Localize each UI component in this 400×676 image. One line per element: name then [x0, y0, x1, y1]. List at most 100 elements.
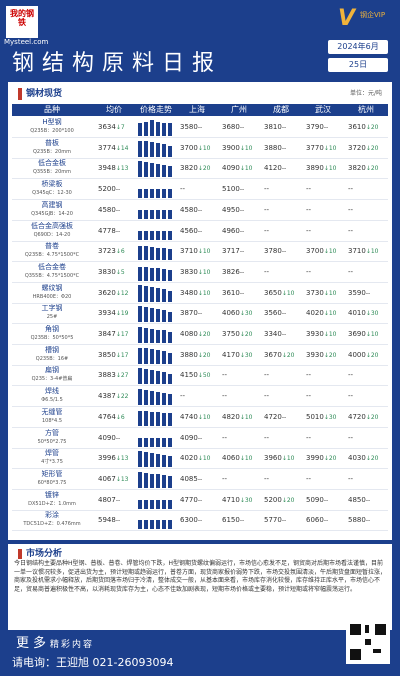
sparkline-bar — [162, 122, 166, 136]
city-price-value: 4850 — [348, 495, 366, 504]
sparkline-bar — [150, 370, 154, 385]
avg-price-change: -- — [115, 434, 121, 442]
sparkline-bar — [168, 290, 172, 302]
table-row: 槽钢 Q235B：16# 3850↓17 3880↓20 4170↓30 3670↓20 3… — [12, 345, 388, 366]
city-price-change: ↓10 — [239, 455, 253, 463]
qr-code-icon[interactable] — [346, 620, 390, 664]
avg-price-value: 3847 — [98, 330, 116, 338]
avg-price-value: 3883 — [98, 371, 116, 380]
city-price-cd: 3880-- — [264, 143, 286, 154]
logo-text: 我的钢铁 — [10, 9, 34, 27]
city-price-change: -- — [239, 124, 245, 131]
avg-price-value: 3996 — [98, 454, 116, 463]
avg-price-change: -- — [115, 227, 121, 235]
avg-price-change: -- — [115, 206, 121, 214]
avg-price-value: 3723 — [98, 247, 116, 256]
city-price-hz: 3820↓20 — [348, 163, 379, 174]
city-price-change: ↓20 — [197, 165, 211, 173]
avg-price: 3948↓13 — [98, 163, 129, 174]
contact-info: 请电询：王迎旭 021-26093094 — [12, 656, 174, 669]
col-header-wuhan: 武汉 — [315, 105, 331, 114]
city-price-value: -- — [264, 267, 270, 276]
city-price-value: -- — [348, 433, 354, 442]
product-name: 无缝管 — [41, 407, 63, 416]
city-price-hz: 4030↓20 — [348, 453, 379, 464]
city-price-value: 4010 — [348, 309, 366, 318]
city-price-change: ↓10 — [323, 144, 337, 152]
avg-price-value: 3620 — [98, 288, 116, 297]
city-price-hz: 3610↓20 — [348, 122, 379, 133]
city-price-value: 4560 — [180, 226, 198, 235]
city-price-wh: 3730↓10 — [306, 288, 337, 299]
city-price-change: -- — [281, 248, 287, 256]
sparkline-bar — [156, 437, 160, 447]
city-price-change: -- — [239, 248, 245, 256]
table-row: 无缝管 108*4.5 4764↓6 4740↓10 4820↓10 4720-- 5010… — [12, 407, 388, 428]
sparkline-bar — [150, 268, 154, 281]
city-price-value: -- — [348, 185, 354, 194]
sparkline-bar — [150, 287, 154, 302]
city-price-change: ↓10 — [239, 165, 253, 173]
city-price-change: ↓10 — [197, 455, 211, 463]
city-price-sh: 3480↓10 — [180, 288, 211, 299]
analysis-text: 今日钢结构主要品种H型钢、普板、普卷、焊管均价下跌，H型钢期货螺纹偏弱运行，市场… — [14, 560, 387, 593]
city-price-cd: 5770-- — [264, 515, 286, 526]
city-price-gz: 4060↓10 — [222, 453, 253, 464]
table-row: 普板 Q235B：20mm 3774↓14 3700↓10 3900↓10 3880-- 3… — [12, 138, 388, 159]
market-analysis: 市场分析 今日钢结构主要品种H型钢、普板、普卷、焊管均价下跌，H型钢期货螺纹偏弱… — [8, 544, 392, 630]
city-price-value: -- — [348, 226, 354, 235]
city-price-value: 5100 — [222, 185, 240, 194]
city-price-value: 3590 — [348, 288, 366, 297]
sparkline-bar — [150, 473, 154, 488]
city-price-gz: 4960-- — [222, 226, 244, 237]
sparkline-bar — [144, 327, 148, 343]
avg-price: 4764↓6 — [98, 412, 125, 423]
sparkline-bar — [156, 308, 160, 323]
price-trend-sparkline — [138, 263, 172, 281]
city-price-wh: 3890↓10 — [306, 163, 337, 174]
city-price-value: -- — [264, 474, 270, 483]
sparkline-bar — [156, 209, 160, 219]
sparkline-bar — [150, 520, 154, 530]
city-price-value: 3680 — [222, 123, 240, 131]
city-price-change: -- — [197, 124, 203, 131]
price-trend-sparkline — [138, 408, 172, 426]
city-price-value: 3770 — [306, 143, 324, 152]
city-price-value: -- — [348, 392, 354, 401]
city-price-change: ↓10 — [281, 455, 295, 463]
product-name: H型钢 — [42, 118, 62, 126]
city-price-value: -- — [264, 371, 270, 380]
table-row: 螺纹钢 HRB400E：Φ20 3620↓12 3480↓10 3610-- 3650↓1… — [12, 283, 388, 304]
sparkline-bar — [168, 165, 172, 178]
city-price-change: -- — [197, 310, 203, 318]
sparkline-bar — [168, 270, 172, 281]
product-spec: Q355B：4.75*1500*C — [24, 272, 80, 279]
sparkline-bar — [150, 307, 154, 323]
avg-price-value: 4580 — [98, 205, 116, 214]
city-price-change: -- — [239, 227, 245, 235]
city-price-hz: 5880-- — [348, 515, 370, 526]
avg-price-change: ↓13 — [115, 475, 129, 483]
product-name: 角钢 — [45, 325, 59, 333]
city-price-wh: 3930↓20 — [306, 350, 337, 361]
product-name: 低合金高强板 — [31, 221, 73, 230]
product-spec: 108*4.5 — [42, 417, 62, 424]
city-price-change: -- — [197, 496, 203, 504]
city-price-value: 4820 — [222, 412, 240, 421]
avg-price-change: ↓5 — [115, 268, 125, 276]
sparkline-bar — [150, 163, 154, 178]
sparkline-bar — [138, 326, 142, 343]
more-content: 更多精彩内容 — [16, 632, 94, 651]
city-price-hz: -- — [348, 226, 353, 237]
city-price-value: -- — [222, 392, 228, 401]
price-trend-sparkline — [138, 159, 172, 178]
sparkline-bar — [138, 123, 142, 136]
sparkline-bar — [150, 499, 154, 509]
city-price-wh: 4020↓10 — [306, 308, 337, 319]
city-price-wh: -- — [306, 433, 311, 444]
sparkline-bar — [144, 121, 148, 136]
avg-price-value: 4778 — [98, 226, 116, 235]
city-price-change: ↓20 — [323, 455, 337, 463]
sparkline-bar — [150, 230, 154, 240]
table-row: 工字钢 25# 3934↓19 3870-- 4060↓30 3560-- 4020↓10 4… — [12, 303, 388, 325]
